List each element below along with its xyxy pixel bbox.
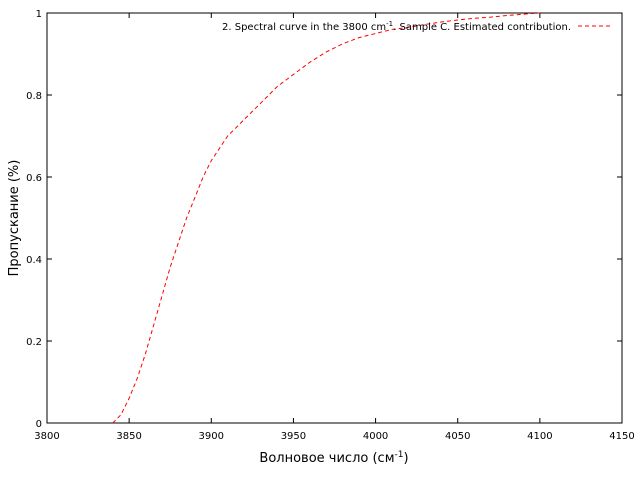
y-tick-label: 0 [36, 419, 42, 430]
y-axis-title: Пропускание (%) [7, 160, 22, 277]
legend-label-sup: -1 [386, 20, 393, 28]
x-tick-label: 4150 [609, 431, 634, 442]
plot-frame [46, 12, 623, 424]
y-tick-label: 0.2 [26, 337, 42, 348]
legend: 2. Spectral curve in the 3800 cm-1. Samp… [222, 20, 612, 33]
x-tick-label: 3800 [34, 431, 59, 442]
x-axis-title-sup: -1 [395, 450, 404, 460]
x-axis-title-suffix: ) [403, 451, 408, 466]
axis-ticks: 3800 3850 3900 3950 4000 4050 4100 4150 0 0.2 0.4 0… [26, 9, 635, 442]
x-tick-label: 4000 [363, 431, 388, 442]
x-tick-label: 4100 [527, 431, 552, 442]
x-tick-label: 4050 [445, 431, 470, 442]
y-tick-label: 0.6 [26, 173, 42, 184]
x-axis-title: Волновое число (см-1) [259, 450, 408, 466]
y-tick-label: 0.4 [26, 255, 42, 266]
series-layer [112, 12, 540, 424]
y-tick-label: 0.8 [26, 91, 42, 102]
legend-label-suffix: . Sample C. Estimated contribution. [393, 22, 571, 33]
y-tick-label: 1 [36, 9, 42, 20]
legend-label: 2. Spectral curve in the 3800 cm-1. Samp… [222, 20, 571, 33]
series-line [112, 12, 540, 424]
legend-label-main: 2. Spectral curve in the 3800 cm [222, 22, 386, 33]
x-tick-label: 3850 [116, 431, 141, 442]
x-axis-title-main: Волновое число (см [259, 451, 394, 466]
x-tick-label: 3950 [281, 431, 306, 442]
x-tick-label: 3900 [199, 431, 224, 442]
